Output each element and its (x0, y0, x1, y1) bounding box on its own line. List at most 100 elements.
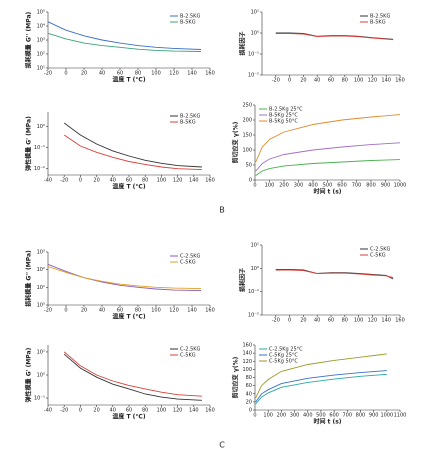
chart: -40 -20 0 20 40 60 80 100 120 140 160 10⁻² 10⁻¹ 10⁰ 温度… (25, 112, 215, 191)
y-tick-label: 10⁰ (251, 31, 259, 37)
legend-label: B-2.5KG (370, 14, 390, 20)
legend-label: C-2.5KG (370, 247, 391, 253)
x-tick-label: 40 (99, 71, 105, 77)
chart: -20 0 20 40 60 80 100 120 140 160 10⁰ 10¹ 10² 10³ 温度 T… (25, 250, 215, 321)
y-tick-label: 150 (242, 133, 252, 139)
x-tick-label: 80 (135, 308, 141, 314)
x-tick-label: 700 (352, 183, 362, 189)
y-tick-label: 120 (242, 359, 252, 365)
x-tick-label: 160 (205, 308, 215, 314)
y-tick-label: 100 (242, 367, 252, 373)
x-tick-label: -20 (272, 78, 280, 84)
x-tick-label: 20 (81, 308, 87, 314)
y-tick-label: 10³ (37, 38, 45, 44)
x-tick-label: 60 (328, 78, 334, 84)
x-tick-label: 100 (354, 78, 364, 84)
x-axis-label: 温度 T (°C) (112, 76, 145, 84)
x-tick-label: 700 (342, 413, 352, 419)
series-line (275, 269, 394, 279)
chart: -20 0 20 40 60 80 100 120 140 160 10⁻² 10⁻¹ 10⁰ 10¹ 损耗… (239, 10, 405, 84)
legend-label: B-5Kg 50°C (269, 119, 298, 125)
x-tick-label: 0 (64, 308, 67, 314)
x-tick-label: 160 (205, 178, 215, 184)
series-line (255, 114, 401, 163)
series-line (275, 33, 394, 41)
series-line (47, 32, 202, 52)
x-tick-label: 800 (366, 183, 376, 189)
legend-label: B-5Kg 25°C (269, 113, 298, 119)
x-tick-label: 300 (290, 413, 300, 419)
x-axis-label: 时间 t (s) (313, 188, 341, 196)
y-tick-label: 10¹ (251, 10, 259, 16)
x-tick-label: 140 (189, 178, 199, 184)
x-tick-label: 140 (381, 78, 391, 84)
legend-label: C-2.5KG (180, 254, 201, 260)
x-tick-label: 80 (142, 408, 148, 414)
x-tick-label: 1000 (394, 183, 407, 189)
series-line (63, 122, 202, 168)
y-tick-label: 10¹ (37, 66, 45, 72)
legend-label: C-5Kg 50°C (269, 359, 298, 365)
x-tick-label: 160 (205, 408, 215, 414)
chart: -20 0 20 40 60 80 100 120 140 160 10¹ 10² 10³ 10⁴ 10⁵ 温… (25, 10, 215, 84)
x-tick-label: 40 (314, 78, 320, 84)
x-tick-label: -20 (44, 71, 52, 77)
x-tick-label: 60 (126, 408, 132, 414)
x-tick-label: 800 (356, 413, 366, 419)
legend-label: B-5KG (180, 20, 196, 26)
series-line (255, 353, 387, 398)
series-line (275, 268, 394, 280)
x-tick-label: 40 (110, 178, 116, 184)
y-tick-label: 10⁰ (251, 266, 259, 272)
y-axis-label: 损耗因子 (239, 268, 247, 292)
y-tick-label: 140 (242, 351, 252, 357)
legend-label: C-2.5Kg 25°C (269, 347, 303, 353)
x-tick-label: 20 (300, 78, 306, 84)
x-tick-label: 100 (265, 183, 275, 189)
y-tick-label: 10² (37, 52, 45, 58)
series-line (255, 370, 387, 403)
chart: -40 -20 0 20 40 60 80 100 120 140 160 10⁻¹ 10⁰ 10¹ 温度 … (25, 345, 215, 421)
y-axis-label: 损耗模量 G'' (MPa) (25, 11, 33, 68)
x-tick-label: 0 (79, 408, 82, 414)
y-tick-label: 10¹ (251, 243, 259, 249)
x-tick-label: 300 (294, 183, 304, 189)
x-tick-label: 0 (288, 318, 291, 324)
x-tick-label: -20 (60, 408, 68, 414)
x-tick-label: 20 (93, 178, 99, 184)
x-tick-label: 20 (93, 408, 99, 414)
x-tick-label: -20 (272, 318, 280, 324)
x-tick-label: 60 (117, 71, 123, 77)
x-tick-label: 160 (395, 78, 405, 84)
panel-label: B (219, 206, 225, 215)
x-tick-label: 140 (187, 71, 197, 77)
x-tick-label: 0 (253, 183, 256, 189)
y-tick-label: 10⁰ (37, 124, 45, 130)
x-tick-label: 140 (187, 308, 197, 314)
y-tick-label: 10⁻² (248, 313, 259, 319)
x-tick-label: -20 (44, 308, 52, 314)
x-tick-label: 60 (117, 308, 123, 314)
series-line (255, 142, 401, 172)
x-tick-label: 120 (169, 308, 179, 314)
y-tick-label: 10⁴ (37, 24, 45, 30)
series-line (47, 266, 202, 290)
x-tick-label: -40 (44, 408, 52, 414)
x-axis-label: 温度 T (°C) (112, 183, 145, 191)
legend-label: C-5KG (180, 353, 196, 359)
y-tick-label: 10⁻¹ (34, 396, 45, 402)
x-tick-label: 100 (151, 71, 161, 77)
y-tick-label: 60 (246, 383, 252, 389)
y-tick-label: 80 (246, 375, 252, 381)
x-tick-label: 120 (173, 178, 183, 184)
x-tick-label: 160 (205, 71, 215, 77)
x-tick-label: 100 (157, 408, 167, 414)
x-tick-label: 600 (329, 413, 339, 419)
x-tick-label: 20 (300, 318, 306, 324)
x-tick-label: 20 (81, 71, 87, 77)
y-tick-label: 0 (249, 178, 252, 184)
y-tick-label: 10⁰ (37, 303, 45, 309)
x-tick-label: 500 (316, 413, 326, 419)
legend-label: B-2.5KG (180, 114, 200, 120)
